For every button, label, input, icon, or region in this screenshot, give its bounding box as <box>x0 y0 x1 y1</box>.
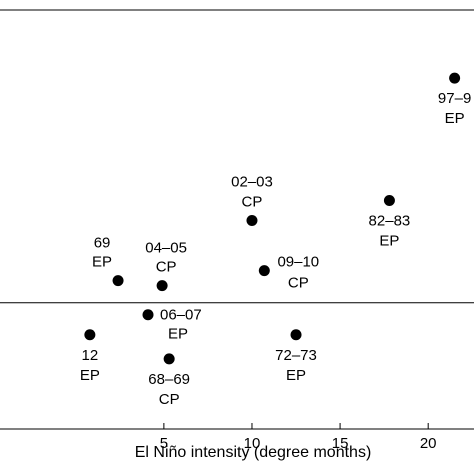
data-point-label: 68–69 <box>148 371 190 388</box>
x-axis-ticks: 5 10 15 20 <box>160 423 437 452</box>
data-point-label: CP <box>156 259 177 276</box>
data-point <box>258 265 270 277</box>
x-tick-label: 15 <box>332 435 349 452</box>
data-point <box>142 309 154 321</box>
data-points: 97–9 EP 82–83 EP 02–03 CP 69 EP 04–05 CP 09–10 CP 06… <box>80 72 471 408</box>
data-point <box>156 280 168 292</box>
data-point-label: 09–10 <box>277 254 319 271</box>
data-point <box>163 353 175 365</box>
data-point-label: CP <box>288 275 309 292</box>
data-point-label: EP <box>379 232 399 249</box>
data-point-label: 97–9 <box>438 90 471 107</box>
data-point-label: CP <box>159 391 180 408</box>
data-point-label: 04–05 <box>145 240 187 257</box>
data-point-label: EP <box>80 367 100 384</box>
data-point <box>383 194 395 206</box>
data-point-label: 12 <box>82 347 99 364</box>
data-point-label: EP <box>168 326 188 343</box>
data-point-group: 97–9 EP <box>438 72 471 127</box>
data-point-label: 82–83 <box>369 212 411 229</box>
data-point-label: 72–73 <box>275 347 317 364</box>
data-point-label: 69 <box>94 235 111 252</box>
data-point <box>112 275 124 287</box>
data-point-label: 06–07 <box>160 307 202 324</box>
data-point-group: 69 EP <box>92 235 124 287</box>
data-point <box>290 329 302 341</box>
data-point-label: CP <box>242 194 263 211</box>
data-point <box>449 72 461 84</box>
data-point-label: EP <box>286 367 306 384</box>
data-point <box>246 215 258 227</box>
data-point-group: 02–03 CP <box>231 174 273 227</box>
data-point-group: 06–07 EP <box>142 307 202 343</box>
data-point-group: 04–05 CP <box>145 240 187 292</box>
data-point-group: 82–83 EP <box>369 194 411 249</box>
data-point-label: 02–03 <box>231 174 273 191</box>
x-tick-label: 5 <box>160 435 168 452</box>
data-point-label: EP <box>445 110 465 127</box>
data-point <box>84 329 96 341</box>
data-point-group: 12 EP <box>80 329 100 384</box>
data-point-group: 68–69 CP <box>148 353 190 408</box>
x-tick-label: 10 <box>244 435 261 452</box>
x-tick-label: 20 <box>420 435 437 452</box>
data-point-label: EP <box>92 254 112 271</box>
data-point-group: 09–10 CP <box>258 254 319 292</box>
data-point-group: 72–73 EP <box>275 329 317 384</box>
x-axis-label: El Niño intensity (degree months) <box>135 444 372 461</box>
